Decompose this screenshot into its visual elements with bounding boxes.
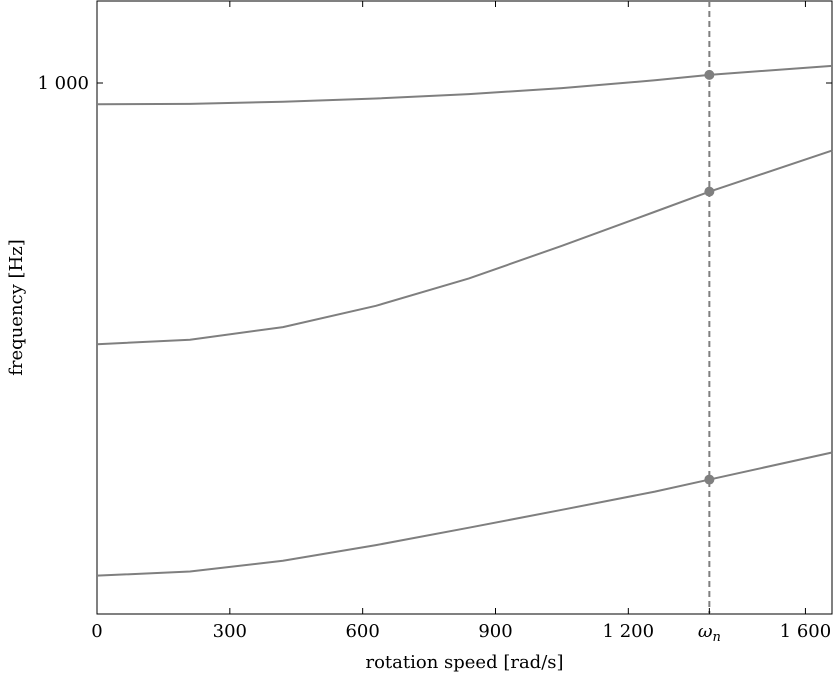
- series-line-3: [96, 451, 833, 577]
- y-axis-label: frequency [Hz]: [6, 239, 27, 375]
- series-line-2: [96, 149, 833, 346]
- marker-layer: [704, 1, 715, 614]
- series-line-1: [96, 64, 833, 106]
- x-tick-label-omega-n: ωn: [698, 621, 721, 645]
- y-ticks: 1 000: [37, 73, 832, 94]
- x-tick-label: 600: [345, 621, 379, 642]
- x-tick-label: 0: [91, 621, 102, 642]
- x-tick-label: 1 200: [603, 621, 655, 642]
- plot-frame: [96, 0, 833, 615]
- omega-n-point-2: [704, 186, 715, 197]
- x-tick-label: 1 600: [780, 621, 832, 642]
- y-tick-label: 1 000: [37, 73, 89, 94]
- omega-n-point-1: [704, 69, 715, 80]
- x-tick-label: 900: [478, 621, 512, 642]
- omega-n-point-3: [704, 474, 715, 485]
- x-ticks: 0 300 600 900 1 200 1 600 ωn: [91, 1, 831, 645]
- x-axis-label: rotation speed [rad/s]: [365, 652, 563, 673]
- x-tick-label: 300: [213, 621, 247, 642]
- series-layer: [96, 64, 833, 577]
